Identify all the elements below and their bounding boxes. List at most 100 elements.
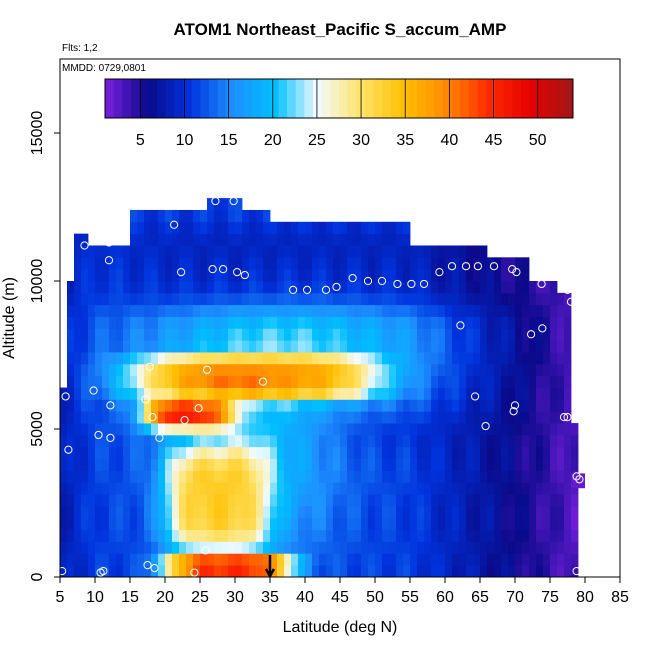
heatmap-cell <box>242 423 250 436</box>
heatmap-cell <box>158 328 166 341</box>
heatmap-cell <box>88 529 96 542</box>
heatmap-cell <box>200 399 208 412</box>
heatmap-cell <box>242 387 250 400</box>
heatmap-cell <box>207 340 215 353</box>
heatmap-cell <box>375 257 383 270</box>
colorbar-tick-label: 40 <box>440 132 458 149</box>
heatmap-cell <box>95 363 103 377</box>
heatmap-cell <box>459 565 467 578</box>
heatmap-cell <box>123 541 131 554</box>
heatmap-cell <box>445 292 453 306</box>
heatmap-cell <box>319 221 327 235</box>
heatmap-cell <box>179 328 187 341</box>
heatmap-cell <box>312 328 320 341</box>
heatmap-cell <box>438 328 446 341</box>
heatmap-cell <box>515 529 523 542</box>
heatmap-cell <box>81 541 89 554</box>
heatmap-cell <box>235 375 243 388</box>
heatmap-cell <box>543 553 551 566</box>
heatmap-cell <box>319 245 327 258</box>
heatmap-cell <box>158 565 166 578</box>
heatmap-cell <box>473 328 481 341</box>
heatmap-cell <box>557 505 565 519</box>
heatmap-cell <box>151 269 159 282</box>
heatmap-cell <box>424 281 432 294</box>
heatmap-cell <box>305 470 313 483</box>
heatmap-cell <box>151 505 159 519</box>
heatmap-cell <box>312 257 320 270</box>
heatmap-cell <box>424 446 432 459</box>
heatmap-cell <box>207 423 215 436</box>
heatmap-cell <box>459 399 467 412</box>
heatmap-cell <box>186 529 194 542</box>
heatmap-cell <box>116 399 124 412</box>
heatmap-cell <box>88 352 96 365</box>
heatmap-cell <box>543 423 551 436</box>
heatmap-cell <box>249 470 257 483</box>
heatmap-cell <box>172 434 180 448</box>
heatmap-cell <box>501 458 509 471</box>
heatmap-cell <box>424 494 432 507</box>
heatmap-cell <box>249 411 257 424</box>
heatmap-cell <box>137 352 145 365</box>
colorbar-cell <box>295 79 305 118</box>
heatmap-cell <box>270 233 278 246</box>
heatmap-cell <box>130 482 138 495</box>
heatmap-cell <box>326 292 334 306</box>
heatmap-cell <box>382 245 390 258</box>
heatmap-cell <box>431 363 439 377</box>
heatmap-cell <box>438 363 446 377</box>
heatmap-cell <box>550 529 558 542</box>
heatmap-cell <box>109 411 117 424</box>
colorbar-cell <box>347 79 357 118</box>
heatmap-cell <box>291 245 299 258</box>
heatmap-cell <box>529 423 537 436</box>
heatmap-cell <box>298 281 306 294</box>
heatmap-cell <box>480 446 488 459</box>
heatmap-cell <box>522 505 530 519</box>
heatmap-cell <box>277 541 285 554</box>
heatmap-cell <box>270 446 278 459</box>
heatmap-cell <box>396 328 404 341</box>
heatmap-cell <box>144 458 152 471</box>
heatmap-cell <box>487 387 495 400</box>
heatmap-cell <box>466 470 474 483</box>
sample-point <box>104 238 114 247</box>
heatmap-cell <box>284 399 292 412</box>
heatmap-cell <box>298 363 306 377</box>
heatmap-cell <box>67 411 75 424</box>
heatmap-cell <box>403 352 411 365</box>
heatmap-cell <box>305 423 313 436</box>
heatmap-cell <box>221 387 229 400</box>
heatmap-cell <box>60 565 68 578</box>
heatmap-cell <box>277 399 285 412</box>
heatmap-cell <box>417 446 425 459</box>
heatmap-cell <box>284 553 292 566</box>
heatmap-cell <box>109 304 117 317</box>
heatmap-cell <box>557 423 565 436</box>
heatmap-cell <box>375 553 383 566</box>
heatmap-cell <box>536 304 544 317</box>
heatmap-cell <box>326 399 334 412</box>
heatmap-cell <box>347 245 355 258</box>
heatmap-cell <box>494 281 502 294</box>
heatmap-cell <box>109 482 117 495</box>
heatmap-cell <box>235 328 243 341</box>
heatmap-cell <box>291 517 299 531</box>
heatmap-cell <box>410 399 418 412</box>
heatmap-cell <box>473 257 481 270</box>
heatmap-cell <box>193 221 201 235</box>
heatmap-cell <box>522 328 530 341</box>
heatmap-cell <box>431 340 439 353</box>
heatmap-cell <box>354 553 362 566</box>
heatmap-cell <box>284 269 292 282</box>
heatmap-cell <box>340 269 348 282</box>
heatmap-cell <box>151 517 159 531</box>
colorbar-cell <box>139 79 149 118</box>
heatmap-cell <box>228 221 236 235</box>
heatmap-cell <box>74 352 82 365</box>
heatmap-cell <box>228 434 236 448</box>
heatmap-cell <box>284 505 292 519</box>
heatmap-cell <box>340 482 348 495</box>
heatmap-cell <box>312 541 320 554</box>
